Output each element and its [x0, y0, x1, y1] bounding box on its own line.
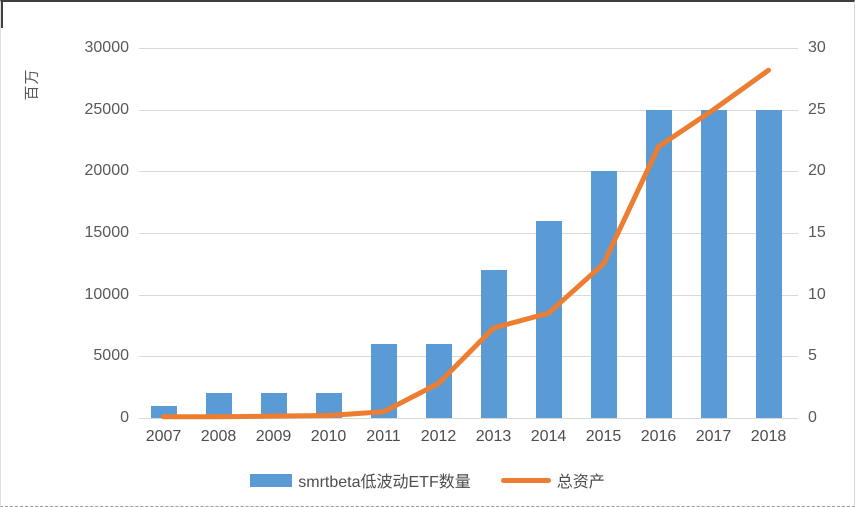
y-axis-tick-right: 0 — [808, 409, 817, 426]
y-axis-tick-right: 5 — [808, 347, 817, 365]
bar — [590, 171, 617, 418]
x-axis-tick: 2011 — [366, 428, 401, 445]
gridline — [139, 48, 798, 49]
x-axis-tick: 2007 — [145, 428, 182, 445]
bar — [480, 270, 507, 418]
legend-label-bar-series: smrtbeta低波动ETF数量 — [298, 474, 471, 491]
gridline — [139, 356, 798, 358]
x-axis-tick: 2008 — [200, 428, 237, 445]
y-axis-tick-left: 0 — [120, 409, 129, 426]
x-axis-tick: 2014 — [530, 428, 567, 445]
y-axis-tick-left: 20000 — [84, 162, 130, 180]
line-series — [161, 67, 771, 420]
y-axis-tick-left: 5000 — [93, 347, 129, 365]
gridline — [139, 109, 798, 111]
y-axis-tick-left: 30000 — [84, 39, 130, 56]
bar — [315, 393, 342, 418]
x-axis-tick: 2009 — [255, 428, 292, 445]
x-axis-tick: 2016 — [640, 428, 677, 445]
frame-corner-mark — [1, 2, 3, 28]
bar — [150, 405, 177, 418]
bar — [755, 109, 782, 418]
y-axis-tick-right: 20 — [808, 162, 826, 180]
bar — [700, 109, 727, 418]
y-axis-tick-right: 10 — [808, 285, 826, 303]
legend: smrtbeta低波动ETF数量 总资产 — [1, 468, 854, 492]
bar-series-swatch-icon — [250, 473, 293, 487]
x-axis-tick: 2012 — [420, 428, 457, 445]
gridline — [139, 233, 798, 234]
bar — [535, 220, 562, 418]
bar — [260, 393, 287, 418]
x-axis-tick: 2010 — [310, 428, 347, 445]
x-axis-tick: 2017 — [695, 428, 732, 445]
x-axis-tick: 2015 — [585, 428, 622, 445]
legend-item-line-series: 总资产 — [500, 468, 605, 492]
y-axis-tick-right: 15 — [808, 224, 826, 241]
gridline — [139, 418, 798, 419]
left-axis-title: 百万 — [23, 68, 41, 101]
x-axis-tick: 2018 — [750, 428, 787, 445]
bar — [205, 393, 232, 418]
x-axis-tick: 2013 — [475, 428, 512, 445]
legend-item-bar-series: smrtbeta低波动ETF数量 — [250, 468, 471, 492]
y-axis-tick-left: 10000 — [84, 285, 130, 303]
gridline — [139, 294, 798, 296]
y-axis-tick-left: 15000 — [84, 224, 130, 241]
legend-label-line-series: 总资产 — [556, 474, 605, 491]
bar — [425, 344, 452, 418]
y-axis-tick-right: 25 — [808, 100, 826, 118]
y-axis-tick-right: 30 — [808, 39, 826, 56]
gridline — [139, 171, 798, 173]
y-axis-tick-left: 25000 — [84, 100, 130, 118]
bar — [645, 109, 672, 418]
line-series-swatch-icon — [500, 477, 551, 483]
bar — [370, 344, 397, 418]
